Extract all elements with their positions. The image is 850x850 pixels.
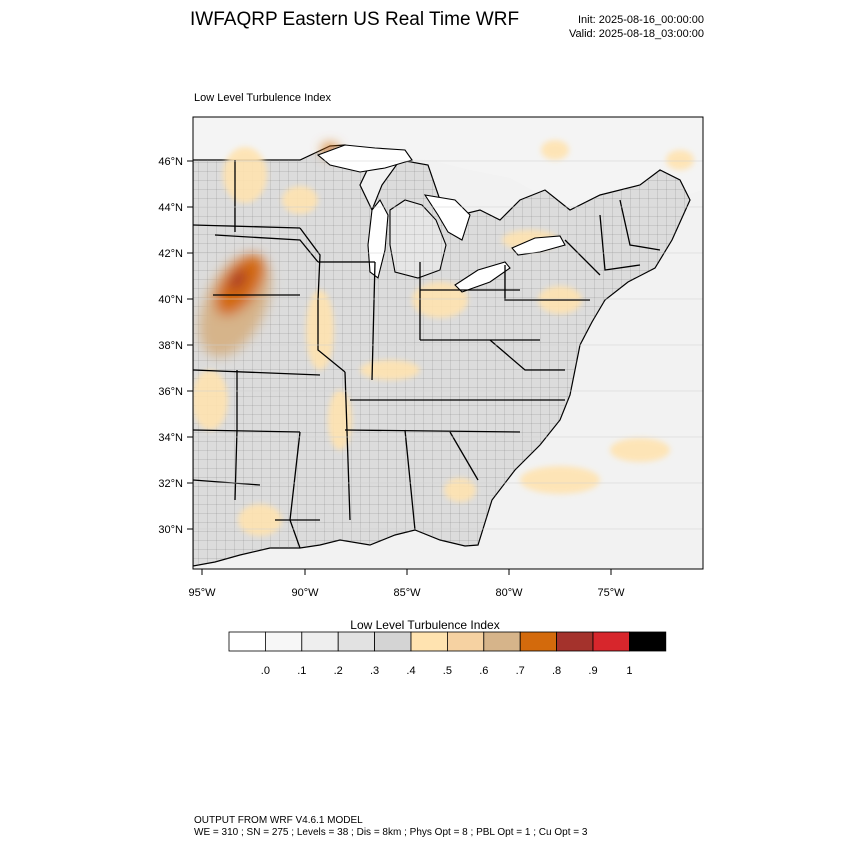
lon-ticks (201, 569, 612, 575)
valid-time: Valid: 2025-08-18_03:00:00 (569, 28, 704, 40)
lat-label: 38°N (158, 340, 183, 352)
lat-label: 30°N (158, 524, 183, 536)
colorbar-swatch (483, 631, 521, 652)
chart-title: IWFAQRP Eastern US Real Time WRF (190, 9, 520, 30)
canada-region (193, 117, 703, 215)
lat-label: 36°N (158, 386, 183, 398)
lon-label: 80°W (495, 587, 523, 599)
lat-label: 46°N (158, 156, 183, 168)
colorbar-swatch (629, 631, 667, 652)
lat-label: 42°N (158, 248, 183, 260)
colorbar-swatch (519, 631, 558, 652)
panel-title: Low Level Turbulence Index (194, 92, 331, 104)
footer-line-1: OUTPUT FROM WRF V4.6.1 MODEL (194, 815, 363, 826)
lon-label: 75°W (597, 587, 625, 599)
lat-label: 32°N (158, 478, 183, 490)
colorbar-label: .4 (406, 665, 415, 677)
lat-ticks (187, 160, 193, 530)
lake-michigan (367, 199, 389, 279)
turbulence-plume (199, 144, 338, 357)
colorbar-label: .5 (443, 665, 452, 677)
colorbar-swatch (410, 631, 448, 652)
colorbar-label: .0 (261, 665, 270, 677)
great-lakes (316, 144, 566, 293)
colorbar-label: .1 (297, 665, 306, 677)
colorbar-swatch (337, 631, 376, 652)
colorbar-label: .2 (334, 665, 343, 677)
colorbar-label: .6 (479, 665, 488, 677)
init-time: Init: 2025-08-16_00:00:00 (578, 14, 704, 26)
footer-line-2: WE = 310 ; SN = 275 ; Levels = 38 ; Dis … (194, 827, 588, 838)
lon-labels: 95°W 90°W 85°W 80°W 75°W (188, 587, 625, 599)
lat-label: 34°N (158, 432, 183, 444)
colorbar-swatch (374, 631, 412, 652)
colorbar-swatch (228, 631, 266, 652)
colorbar-title: Low Level Turbulence Index (350, 618, 500, 632)
lat-label: 44°N (158, 202, 183, 214)
colorbar-label: .9 (588, 665, 597, 677)
lon-label: 90°W (291, 587, 319, 599)
colorbar-swatch (556, 631, 594, 652)
model-footer: OUTPUT FROM WRF V4.6.1 MODEL WE = 310 ; … (194, 815, 587, 839)
lake-superior (316, 144, 413, 173)
init-valid-times: Init: 2025-08-16_00:00:00 Valid: 2025-08… (540, 13, 704, 41)
lake-ontario (511, 235, 566, 256)
colorbar-swatch (446, 631, 485, 652)
colorbar-label: .7 (516, 665, 525, 677)
lat-label: 40°N (158, 294, 183, 306)
colorbar: .0 .1 .2 .3 .4 .5 .6 .7 .8 .9 1 (228, 631, 667, 677)
colorbar-swatch (592, 631, 630, 652)
colorbar-label: .3 (370, 665, 379, 677)
colorbar-label: 1 (626, 665, 632, 677)
state-boundaries (193, 160, 661, 549)
lon-label: 85°W (393, 587, 421, 599)
colorbar-swatch (301, 631, 339, 652)
map-frame (192, 116, 704, 570)
lake-erie (454, 261, 511, 293)
colorbar-label: .8 (552, 665, 561, 677)
lon-label: 95°W (188, 587, 216, 599)
lake-huron (423, 194, 471, 241)
lat-labels: 46°N 44°N 42°N 40°N 38°N 36°N 34°N 32°N … (158, 156, 183, 536)
colorbar-swatch (264, 631, 303, 652)
